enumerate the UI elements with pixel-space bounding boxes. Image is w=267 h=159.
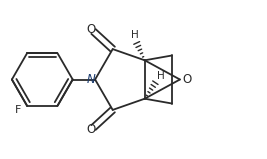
Text: H: H: [131, 30, 139, 40]
Text: O: O: [86, 23, 96, 36]
Text: O: O: [182, 73, 191, 86]
Text: F: F: [15, 105, 21, 115]
Text: H: H: [157, 71, 164, 81]
Text: N: N: [87, 73, 96, 86]
Text: O: O: [86, 123, 96, 136]
